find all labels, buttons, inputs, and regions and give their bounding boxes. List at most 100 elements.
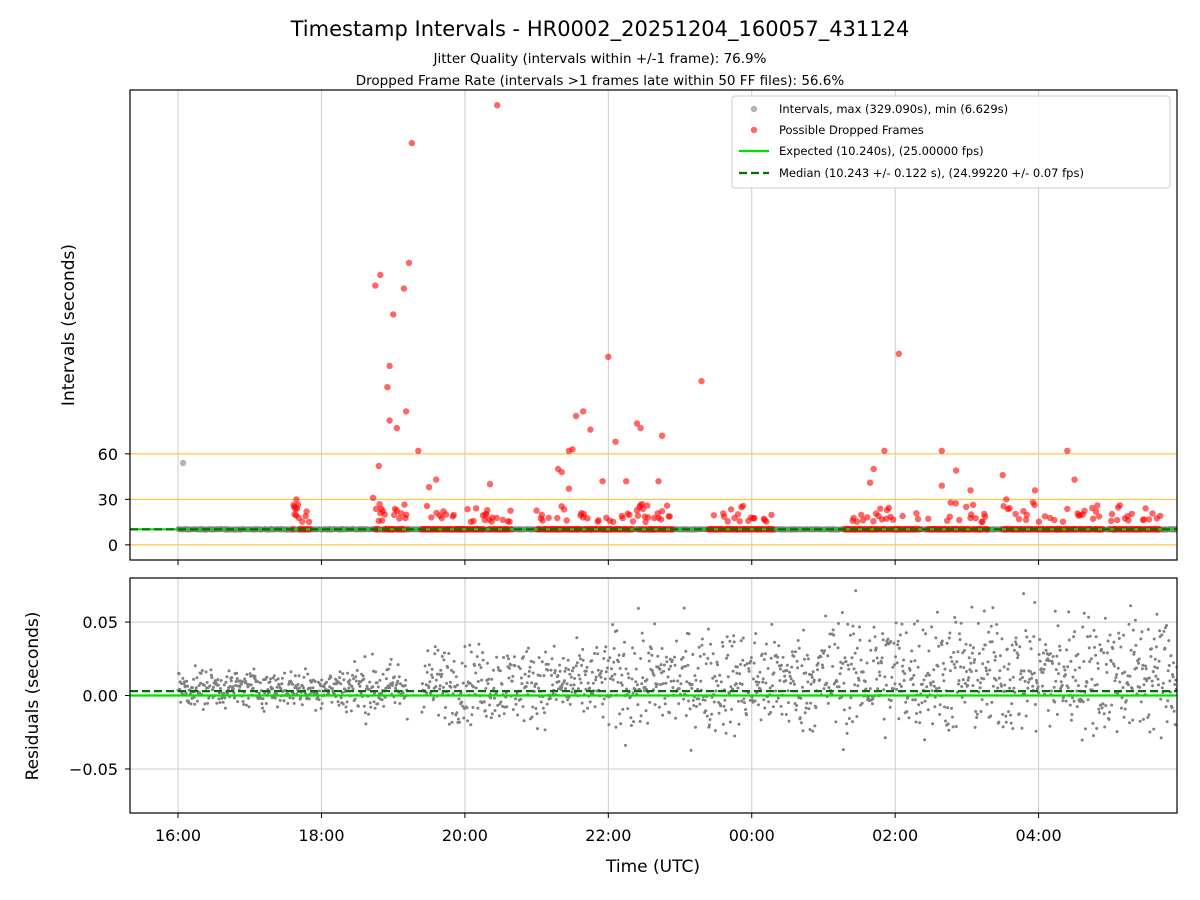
legend-entry-label: Median (10.243 +/- 0.122 s), (24.99220 +…	[779, 166, 1084, 180]
dropped-frame-point	[299, 518, 306, 525]
residual-point	[541, 706, 545, 710]
dropped-frame-point	[853, 518, 861, 525]
figure-subtitle-jitter: Jitter Quality (intervals within +/-1 fr…	[433, 51, 767, 67]
residual-point	[338, 670, 342, 674]
dropped-frame-outlier-point	[413, 43, 419, 49]
dropped-frame-point	[381, 511, 388, 518]
residual-point	[549, 668, 553, 672]
residual-point	[292, 701, 296, 705]
residual-point	[505, 705, 509, 709]
residual-point	[438, 684, 442, 688]
dropped-frame-point	[1015, 515, 1023, 523]
residual-point	[347, 686, 351, 690]
residual-point	[437, 713, 440, 717]
residual-point	[301, 686, 305, 690]
residual-point	[552, 644, 556, 648]
dropped-frame-point	[1142, 505, 1149, 512]
residual-point	[299, 696, 303, 700]
dropped-frame-outlier-point	[375, 462, 382, 470]
dropped-frame-point	[428, 514, 435, 521]
dropped-frame-point	[956, 516, 963, 524]
residual-point	[512, 655, 516, 659]
dropped-frame-outlier-point	[637, 424, 644, 432]
residual-point	[520, 682, 524, 686]
residual-point	[201, 708, 205, 711]
dropped-frame-point	[450, 511, 457, 519]
dropped-frame-point	[877, 505, 884, 512]
residual-point	[445, 681, 449, 685]
residual-point	[233, 696, 236, 700]
dropped-frame-point	[734, 511, 742, 518]
dropped-frame-point	[914, 515, 922, 523]
residual-point	[493, 709, 497, 712]
residual-point	[298, 686, 302, 690]
residual-point	[211, 688, 214, 692]
residual-point	[497, 714, 501, 718]
residual-point	[330, 687, 334, 691]
residual-point	[543, 728, 547, 732]
residual-point	[397, 675, 401, 679]
residual-point	[215, 701, 219, 705]
residual-point	[219, 687, 222, 690]
residual-point	[272, 674, 276, 678]
dropped-frame-point	[626, 511, 633, 519]
dropped-frame-point	[423, 502, 431, 510]
residual-point	[528, 665, 532, 669]
dropped-frame-point	[885, 504, 893, 511]
dropped-frame-point	[1145, 516, 1153, 523]
residual-point	[361, 674, 365, 678]
residual-point	[537, 656, 541, 660]
dropped-frame-point	[499, 516, 506, 523]
residual-point	[481, 651, 485, 655]
residual-point	[306, 672, 310, 676]
residual-point	[427, 686, 431, 690]
residual-point	[329, 675, 333, 679]
residual-point	[455, 711, 459, 715]
dropped-frame-outlier-point	[377, 271, 384, 279]
dropped-frame-point	[1059, 518, 1067, 525]
residual-point	[235, 671, 239, 675]
residual-point	[489, 696, 493, 700]
residual-point	[369, 705, 373, 709]
residual-point	[297, 674, 301, 678]
residual-point	[200, 669, 204, 672]
residual-point	[451, 711, 454, 715]
dropped-frame-point	[1108, 517, 1115, 525]
residual-point	[243, 677, 247, 681]
residual-point	[341, 672, 345, 676]
residual-point	[393, 701, 397, 705]
residual-point	[199, 671, 203, 675]
dropped-frame-point	[1089, 515, 1097, 522]
dropped-frame-point	[645, 514, 652, 521]
residual-point	[258, 681, 262, 685]
residual-point	[194, 686, 198, 690]
dropped-frame-point	[639, 505, 647, 513]
residual-point	[483, 709, 487, 713]
dropped-frame-point	[763, 518, 770, 525]
residual-point	[325, 680, 328, 684]
dropped-frame-point	[1064, 505, 1071, 513]
residual-point	[240, 682, 243, 686]
residual-point	[484, 687, 488, 690]
residual-point	[248, 672, 252, 676]
dropped-frame-outlier-point	[1003, 496, 1010, 503]
residual-point	[487, 677, 491, 681]
dropped-frame-outlier-point	[433, 476, 440, 483]
dropped-frame-point	[484, 507, 491, 514]
dropped-frame-point	[595, 517, 602, 524]
residual-point	[193, 664, 197, 668]
residual-point	[192, 677, 196, 681]
dropped-frame-point	[952, 500, 959, 507]
dropped-frame-point	[657, 516, 665, 523]
dropped-frame-point	[629, 518, 637, 525]
residual-point	[251, 686, 255, 690]
residual-point	[179, 682, 183, 685]
residual-point	[265, 675, 269, 679]
residual-point	[339, 682, 343, 686]
residual-point	[277, 683, 281, 687]
bottom-plot-area	[130, 589, 1177, 752]
residual-point	[450, 668, 453, 672]
residual-point	[431, 676, 435, 679]
residual-point	[294, 685, 298, 689]
residual-point	[199, 681, 203, 685]
